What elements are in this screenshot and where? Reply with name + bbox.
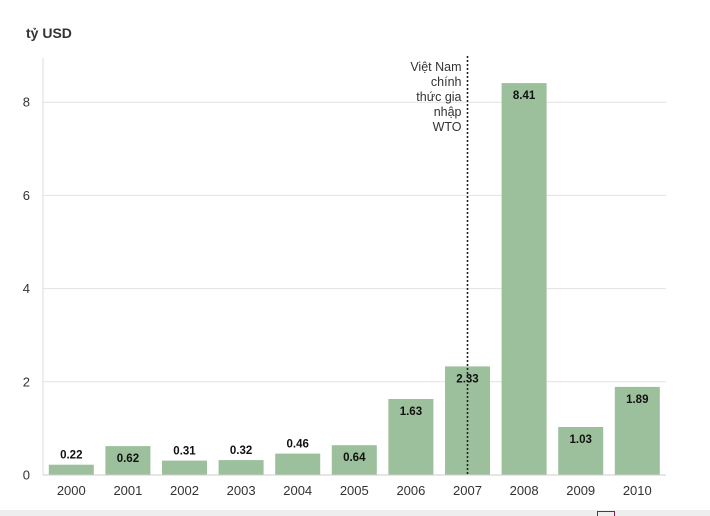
value-label: 8.41 xyxy=(513,90,536,102)
x-tick-label: 2000 xyxy=(57,483,86,498)
y-tick-label: 8 xyxy=(23,95,30,110)
gridlines xyxy=(43,101,666,383)
axes: 0 2 4 6 8 2000 2001 2002 2003 2004 2005 2006 2007 200… xyxy=(23,58,666,498)
y-tick-label: 6 xyxy=(23,188,30,203)
x-tick-label: 2002 xyxy=(170,483,199,498)
x-tick-label: 2005 xyxy=(340,483,369,498)
bottom-scroll-strip xyxy=(0,510,710,516)
bar-2003 xyxy=(218,460,264,475)
value-labels: 0.22 0.62 0.31 0.32 0.46 0.64 1.63 2.33 8.41 1.03… xyxy=(60,90,648,465)
x-tick-label: 2009 xyxy=(566,483,595,498)
bar-2008 xyxy=(501,83,547,475)
value-label: 2.33 xyxy=(456,373,478,385)
x-tick-label: 2007 xyxy=(453,483,482,498)
annotation-text-line: chính xyxy=(431,75,462,89)
annotation-text-line: WTO xyxy=(433,120,462,134)
value-label: 0.31 xyxy=(173,446,196,458)
bar-2010 xyxy=(614,386,660,475)
bar-2006 xyxy=(388,399,434,475)
bar-2005 xyxy=(331,445,377,475)
annotation-text-line: thức gia xyxy=(416,90,461,104)
bar-2001 xyxy=(105,446,151,475)
value-label: 0.32 xyxy=(230,445,252,457)
bar-2002 xyxy=(162,460,207,475)
value-label: 0.64 xyxy=(343,452,366,464)
value-label: 1.03 xyxy=(570,434,592,446)
value-label: 1.89 xyxy=(626,394,648,406)
bars xyxy=(48,83,660,475)
x-tick-label: 2010 xyxy=(623,483,652,498)
x-tick-label: 2003 xyxy=(227,483,256,498)
y-tick-label: 0 xyxy=(23,468,30,483)
brand-logo-fragment xyxy=(597,511,615,516)
y-tick-label: 4 xyxy=(23,281,30,296)
value-label: 0.46 xyxy=(287,439,309,451)
y-tick-label: 2 xyxy=(23,374,30,389)
bar-2004 xyxy=(275,453,321,475)
annotation-text-line: Việt Nam xyxy=(410,60,461,74)
x-tick-label: 2004 xyxy=(283,483,312,498)
y-axis-unit-label: tỷ USD xyxy=(26,25,72,41)
value-label: 0.62 xyxy=(117,453,139,465)
bar-2009 xyxy=(558,427,604,475)
value-label: 0.22 xyxy=(60,450,82,462)
x-tick-label: 2008 xyxy=(510,483,539,498)
x-tick-label: 2001 xyxy=(113,483,142,498)
x-tick-label: 2006 xyxy=(396,483,425,498)
annotation-text-line: nhập xyxy=(434,105,462,119)
bar-2000 xyxy=(48,464,94,475)
value-label: 1.63 xyxy=(400,406,422,418)
